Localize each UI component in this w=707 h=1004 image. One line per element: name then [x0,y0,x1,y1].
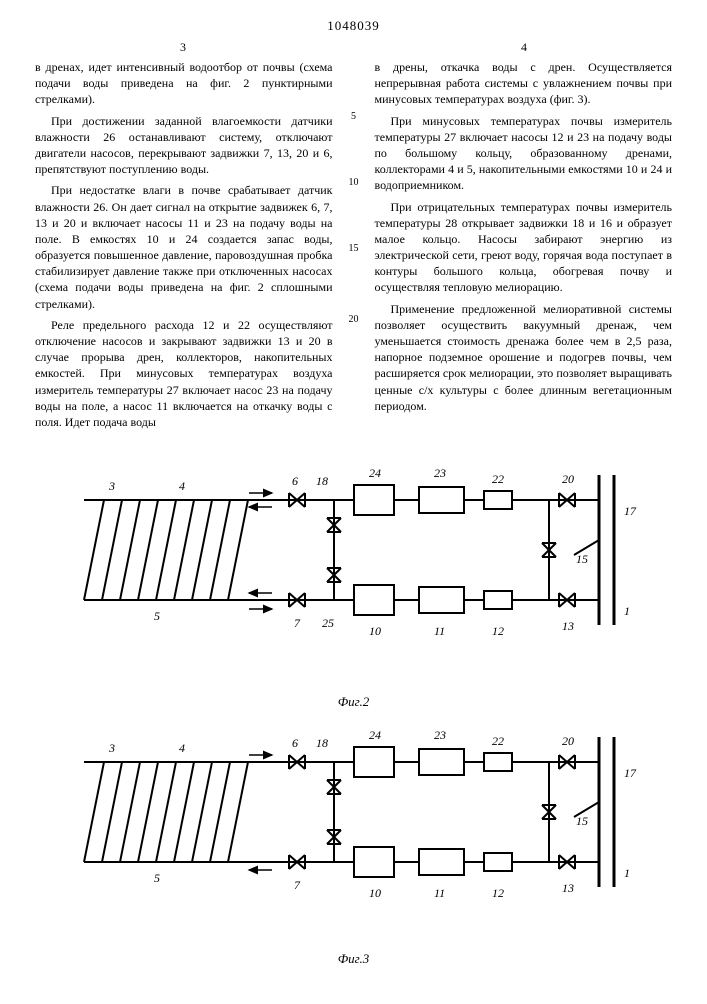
svg-text:12: 12 [492,624,504,638]
svg-text:11: 11 [434,624,445,638]
text-columns: в дренах, идет интенсивный водоотбор от … [35,59,672,435]
para: При достижении заданной влагоемкости дат… [35,113,333,178]
svg-text:20: 20 [562,734,574,748]
doc-number: 1048039 [35,18,672,34]
svg-text:20: 20 [562,472,574,486]
svg-text:7: 7 [294,878,301,892]
figures: 3 4 6 18 24 23 22 20 17 15 5 7 25 10 11 … [35,455,672,967]
svg-text:1: 1 [624,604,630,618]
svg-text:17: 17 [624,504,637,518]
svg-text:12: 12 [492,886,504,900]
fig2-caption: Фиг.2 [35,694,672,710]
para: При отрицательных температурах почвы изм… [375,199,673,296]
svg-text:17: 17 [624,766,637,780]
line-num: 15 [349,243,359,254]
svg-text:24: 24 [369,728,381,742]
svg-text:5: 5 [154,871,160,885]
svg-text:22: 22 [492,472,504,486]
svg-text:5: 5 [154,609,160,623]
svg-text:13: 13 [562,619,574,633]
line-num: 20 [349,314,359,325]
para: При недостатке влаги в почве срабатывает… [35,182,333,312]
fig2-diagram: 3 4 6 18 24 23 22 20 17 15 5 7 25 10 11 … [54,455,654,690]
drain-field [84,500,254,600]
drain-field [84,762,254,862]
svg-text:10: 10 [369,886,381,900]
svg-text:24: 24 [369,466,381,480]
svg-text:25: 25 [322,616,334,630]
svg-text:23: 23 [434,466,446,480]
svg-text:10: 10 [369,624,381,638]
para: в дрены, откачка воды с дрен. Осуществля… [375,59,673,108]
para: Реле предельного расхода 12 и 22 осущест… [35,317,333,430]
line-num: 5 [351,111,356,122]
svg-text:3: 3 [108,479,115,493]
svg-text:3: 3 [108,741,115,755]
para: Применение предложенной мелиоративной си… [375,301,673,414]
right-column: в дрены, откачка воды с дрен. Осуществля… [375,59,673,435]
fig3-caption: Фиг.3 [35,951,672,967]
svg-text:13: 13 [562,881,574,895]
svg-text:1: 1 [624,866,630,880]
left-column: в дренах, идет интенсивный водоотбор от … [35,59,333,435]
line-num-gutter: 5 10 15 20 [347,59,361,435]
svg-text:18: 18 [316,736,328,750]
para: При минусовых температурах почвы измерит… [375,113,673,194]
svg-text:15: 15 [576,552,588,566]
svg-text:6: 6 [292,474,298,488]
svg-text:7: 7 [294,616,301,630]
svg-text:18: 18 [316,474,328,488]
para: в дренах, идет интенсивный водоотбор от … [35,59,333,108]
fig3-diagram: 3 4 6 18 24 23 22 20 17 15 5 7 10 11 12 … [54,722,654,947]
svg-text:22: 22 [492,734,504,748]
svg-text:4: 4 [179,741,185,755]
svg-text:11: 11 [434,886,445,900]
svg-text:23: 23 [434,728,446,742]
svg-text:4: 4 [179,479,185,493]
svg-text:15: 15 [576,814,588,828]
col-num-left: 3 [180,40,186,55]
svg-text:6: 6 [292,736,298,750]
col-num-right: 4 [521,40,527,55]
line-num: 10 [349,177,359,188]
